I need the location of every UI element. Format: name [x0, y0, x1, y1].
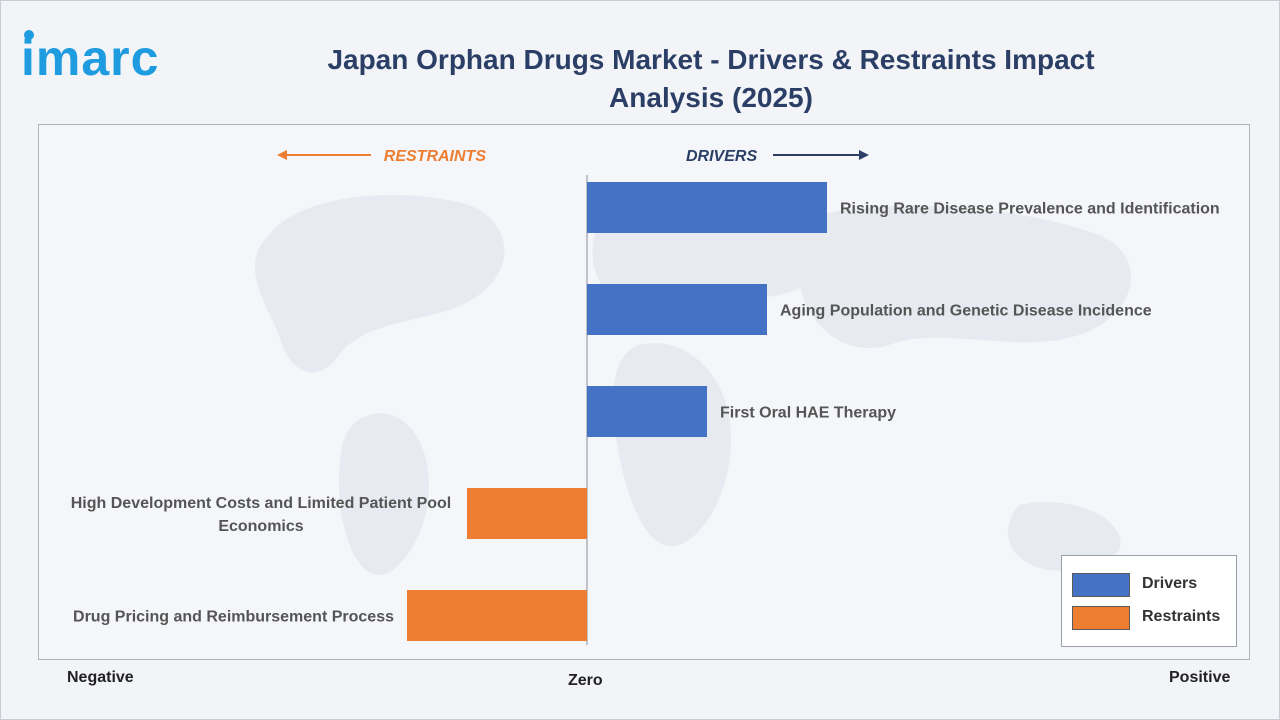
map-shape-2: [799, 205, 1132, 348]
background-world-map: [254, 195, 1132, 575]
bar-label-5: Drug Pricing and Reimbursement Process: [73, 609, 394, 626]
bar-label-3: First Oral HAE Therapy: [720, 405, 896, 422]
imarc-logo: imarc: [21, 30, 159, 86]
legend-label-restraints: Restraints: [1142, 608, 1221, 625]
bar-label-1: Rising Rare Disease Prevalence and Ident…: [840, 201, 1220, 218]
bar-label-4-line-2: Economics: [218, 518, 303, 535]
restraints-heading: RESTRAINTS: [384, 148, 487, 165]
drivers-heading: DRIVERS: [686, 148, 757, 165]
bar-label-4-line-1: High Development Costs and Limited Patie…: [71, 495, 451, 512]
legend-swatch-restraints: [1072, 606, 1130, 630]
axis-label-zero: Zero: [568, 672, 603, 689]
bar-5: [407, 590, 587, 641]
axis-label-positive: Positive: [1169, 669, 1231, 686]
bar-1: [587, 182, 827, 233]
bar-4: [467, 488, 587, 539]
logo-text: imarc: [21, 30, 159, 86]
drivers-arrow-head: [859, 150, 869, 160]
legend: Drivers Restraints: [1061, 555, 1237, 647]
legend-item-restraints: Restraints: [1072, 606, 1232, 632]
chart-svg: RESTRAINTS DRIVERS Rising Rare Disease Pre…: [71, 148, 1220, 645]
map-shape-3: [613, 343, 731, 547]
bar-label-2: Aging Population and Genetic Disease Inc…: [780, 303, 1152, 320]
map-shape-5: [1007, 501, 1121, 571]
legend-label-drivers: Drivers: [1142, 575, 1198, 592]
map-shape-4: [339, 413, 429, 575]
legend-item-drivers: Drivers: [1072, 573, 1232, 599]
restraints-arrow-head: [277, 150, 287, 160]
bar-3: [587, 386, 707, 437]
axis-label-negative: Negative: [67, 669, 134, 686]
bar-2: [587, 284, 767, 335]
bar-label-4: High Development Costs and Limited Patie…: [71, 495, 451, 535]
bar-label-5-line-1: Drug Pricing and Reimbursement Process: [73, 609, 394, 626]
legend-swatch-drivers: [1072, 573, 1130, 597]
logo-dot: [24, 30, 34, 40]
map-shape-0: [254, 195, 505, 373]
chart-title: Japan Orphan Drugs Market - Drivers & Re…: [327, 44, 1095, 113]
plot-area: RESTRAINTS DRIVERS Rising Rare Disease Pre…: [38, 124, 1250, 660]
